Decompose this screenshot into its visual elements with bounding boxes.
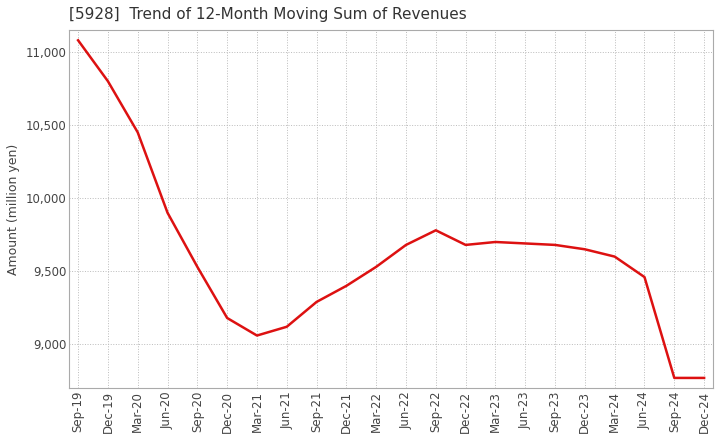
Text: [5928]  Trend of 12-Month Moving Sum of Revenues: [5928] Trend of 12-Month Moving Sum of R…	[69, 7, 467, 22]
Y-axis label: Amount (million yen): Amount (million yen)	[7, 143, 20, 275]
